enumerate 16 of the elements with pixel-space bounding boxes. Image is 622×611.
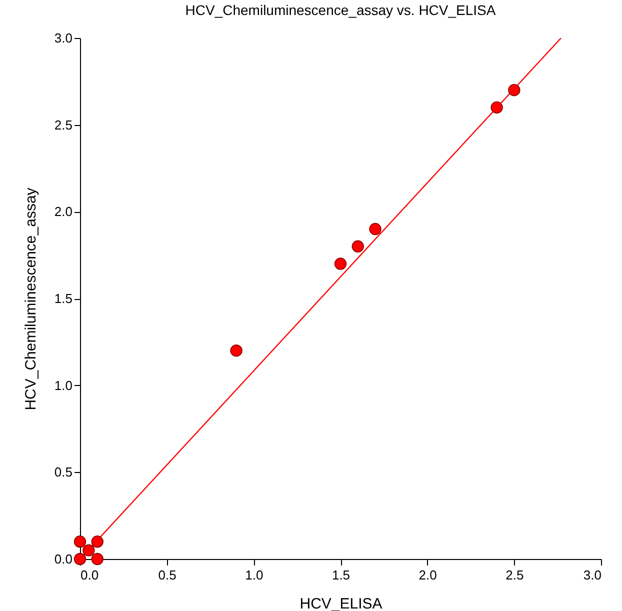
y-tick-label: 3.0 [54,30,72,46]
y-axis-title: HCV_Chemiluminescence_assay [22,187,40,410]
x-tick-label: 3.0 [583,568,602,582]
x-tick-label: 1.5 [332,568,350,582]
x-tick-label: 1.0 [245,568,264,582]
y-tick-label: 0.0 [54,552,72,566]
x-tick-label: 2.0 [418,568,437,582]
y-tick-label: 0.5 [54,464,72,480]
chart-title: HCV_Chemiluminescence_assay vs. HCV_ELISA [185,2,496,18]
y-tick-label: 2.0 [54,204,72,220]
y-tick-label: 1.5 [54,291,72,306]
y-tick-label: 2.5 [54,117,72,132]
x-tick-label: 2.5 [506,568,524,582]
x-tick-label: 0.5 [158,568,176,582]
y-tick-label: 1.0 [54,378,72,393]
x-tick-label: 0.0 [80,568,99,582]
